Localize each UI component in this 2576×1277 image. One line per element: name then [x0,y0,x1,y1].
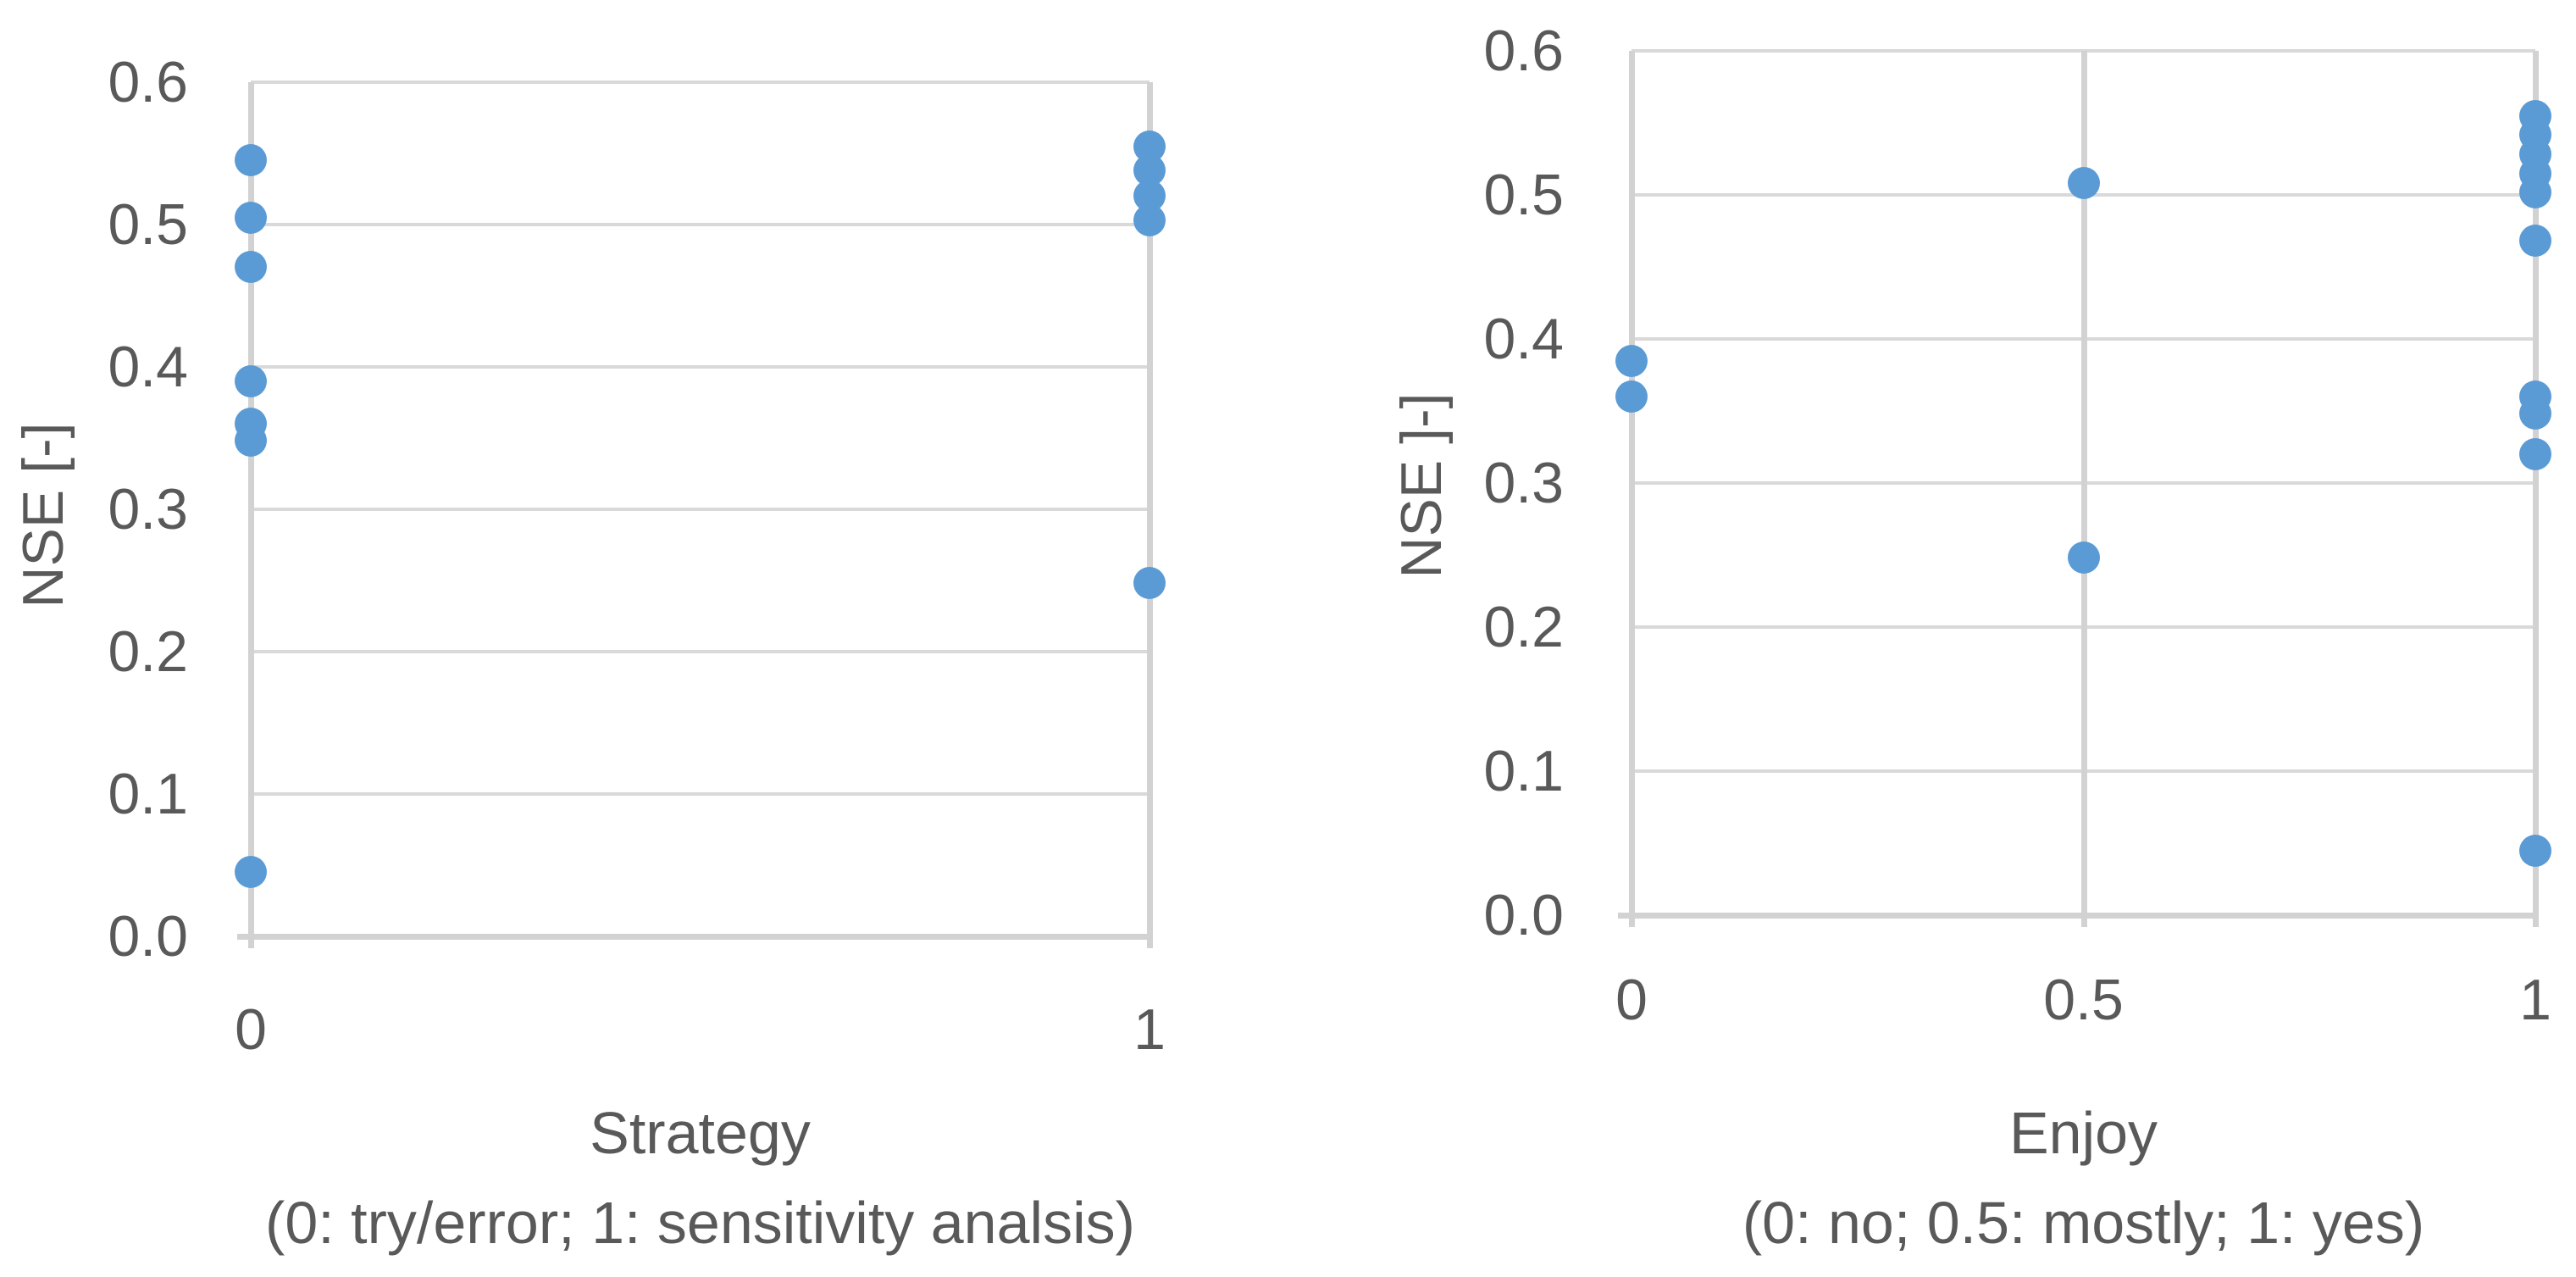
y-tick-label: 0.4 [1483,307,1564,371]
data-point [2519,225,2551,258]
y-tick-label: 0.3 [108,477,188,541]
y-tick-label: 0.2 [108,619,188,684]
x-axis-line [237,934,1153,940]
gridline-y-0.2 [251,650,1150,653]
x-axis-subtitle-right: (0: no; 0.5: mostly; 1: yes) [1742,1190,2425,1256]
gridline-y-0.5 [251,223,1150,226]
x-axis-subtitle-left: (0: try/error; 1: sensitivity analsis) [265,1190,1135,1256]
y-tick-label: 0.4 [108,335,188,399]
data-point [1615,344,1648,377]
x-tick-label: 1 [1133,997,1166,1062]
y-tick-label: 0.3 [1483,451,1564,515]
vertical-gridline-x-0 [1629,51,1635,927]
data-point [1133,203,1166,236]
data-point [2519,397,2551,430]
x-axis-title-left: Strategy [590,1100,811,1166]
x-tick-label: 0.5 [2043,968,2124,1032]
data-point [235,364,267,397]
y-tick-label: 0.1 [108,762,188,826]
vertical-gridline-x-0.5 [2080,51,2087,927]
y-tick-label: 0.1 [1483,739,1564,803]
y-tick-label: 0.5 [108,192,188,257]
gridline-y-0.6 [251,81,1150,84]
vertical-gridline-x-1 [2533,51,2539,927]
gridline-y-0.3 [251,508,1150,511]
vertical-gridline-x-1 [1147,82,1153,948]
data-point [2519,438,2551,470]
x-axis-line [1618,913,2539,919]
data-point [235,425,267,458]
data-point [2067,167,2100,200]
data-point [235,856,267,889]
y-tick-label: 0.0 [1483,883,1564,947]
data-point [1615,380,1648,413]
data-point [235,144,267,177]
y-tick-label: 0.6 [108,50,188,114]
data-point [2067,541,2100,575]
gridline-y-0.4 [251,365,1150,369]
x-tick-label: 0 [1615,968,1648,1032]
data-point [235,251,267,284]
y-tick-label: 0.6 [1483,19,1564,83]
data-point [2519,834,2551,867]
data-point [235,201,267,234]
vertical-gridline-x-0 [248,82,254,948]
data-point [1133,567,1166,600]
y-tick-label: 0.0 [108,904,188,969]
x-tick-label: 0 [235,997,267,1062]
x-tick-label: 1 [2519,968,2551,1032]
gridline-y-0.1 [251,792,1150,796]
x-axis-title-right: Enjoy [2008,1100,2158,1166]
y-tick-label: 0.5 [1483,163,1564,227]
y-tick-label: 0.2 [1483,595,1564,659]
data-point [2519,175,2551,208]
